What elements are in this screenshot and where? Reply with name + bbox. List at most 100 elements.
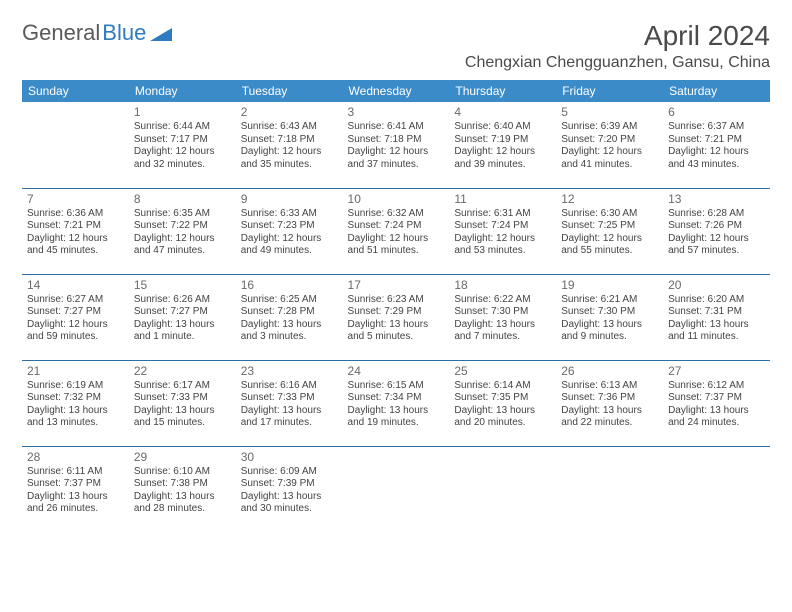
day-info-line: and 26 minutes.: [27, 503, 124, 516]
day-info-line: Sunset: 7:36 PM: [561, 392, 658, 405]
calendar-cell: 3Sunrise: 6:41 AMSunset: 7:18 PMDaylight…: [343, 102, 450, 188]
day-info-line: Sunset: 7:21 PM: [27, 220, 124, 233]
day-number: 26: [561, 364, 658, 379]
day-info-line: Sunset: 7:33 PM: [134, 392, 231, 405]
day-number: 17: [348, 278, 445, 293]
day-info-line: and 7 minutes.: [454, 331, 551, 344]
logo-text-blue: Blue: [102, 20, 146, 46]
calendar-cell: 27Sunrise: 6:12 AMSunset: 7:37 PMDayligh…: [663, 360, 770, 446]
calendar-cell: 13Sunrise: 6:28 AMSunset: 7:26 PMDayligh…: [663, 188, 770, 274]
calendar-cell: 17Sunrise: 6:23 AMSunset: 7:29 PMDayligh…: [343, 274, 450, 360]
calendar-cell: [663, 446, 770, 532]
day-header: Wednesday: [343, 80, 450, 102]
calendar-cell: 19Sunrise: 6:21 AMSunset: 7:30 PMDayligh…: [556, 274, 663, 360]
calendar-cell: 6Sunrise: 6:37 AMSunset: 7:21 PMDaylight…: [663, 102, 770, 188]
day-info-line: Daylight: 12 hours: [27, 233, 124, 246]
day-info-line: Daylight: 13 hours: [27, 405, 124, 418]
day-info-line: Sunset: 7:30 PM: [561, 306, 658, 319]
day-info-line: Daylight: 12 hours: [668, 146, 765, 159]
calendar-cell: [449, 446, 556, 532]
day-info-line: and 5 minutes.: [348, 331, 445, 344]
day-info-line: and 39 minutes.: [454, 159, 551, 172]
day-info-line: and 43 minutes.: [668, 159, 765, 172]
calendar-cell: 2Sunrise: 6:43 AMSunset: 7:18 PMDaylight…: [236, 102, 343, 188]
calendar-cell: 4Sunrise: 6:40 AMSunset: 7:19 PMDaylight…: [449, 102, 556, 188]
calendar-cell: 24Sunrise: 6:15 AMSunset: 7:34 PMDayligh…: [343, 360, 450, 446]
calendar-cell: 10Sunrise: 6:32 AMSunset: 7:24 PMDayligh…: [343, 188, 450, 274]
day-info-line: Sunset: 7:28 PM: [241, 306, 338, 319]
calendar-cell: 1Sunrise: 6:44 AMSunset: 7:17 PMDaylight…: [129, 102, 236, 188]
day-number: 14: [27, 278, 124, 293]
day-info-line: Daylight: 12 hours: [668, 233, 765, 246]
day-info-line: Daylight: 12 hours: [27, 319, 124, 332]
logo-text-general: General: [22, 20, 100, 46]
day-info-line: Sunrise: 6:25 AM: [241, 294, 338, 307]
day-header: Sunday: [22, 80, 129, 102]
day-info-line: Sunrise: 6:20 AM: [668, 294, 765, 307]
day-info-line: Sunrise: 6:40 AM: [454, 121, 551, 134]
calendar-cell: 21Sunrise: 6:19 AMSunset: 7:32 PMDayligh…: [22, 360, 129, 446]
day-info-line: and 41 minutes.: [561, 159, 658, 172]
day-number: 12: [561, 192, 658, 207]
calendar-cell: 26Sunrise: 6:13 AMSunset: 7:36 PMDayligh…: [556, 360, 663, 446]
day-info-line: Daylight: 13 hours: [668, 405, 765, 418]
day-info-line: Sunset: 7:23 PM: [241, 220, 338, 233]
day-info-line: Sunrise: 6:21 AM: [561, 294, 658, 307]
day-info-line: Daylight: 13 hours: [134, 405, 231, 418]
calendar-week-row: 14Sunrise: 6:27 AMSunset: 7:27 PMDayligh…: [22, 274, 770, 360]
day-info-line: Sunset: 7:39 PM: [241, 478, 338, 491]
day-info-line: Sunset: 7:18 PM: [348, 134, 445, 147]
day-number: 27: [668, 364, 765, 379]
day-number: 22: [134, 364, 231, 379]
day-info-line: Sunset: 7:24 PM: [348, 220, 445, 233]
day-info-line: Sunrise: 6:17 AM: [134, 380, 231, 393]
day-number: 29: [134, 450, 231, 465]
day-info-line: Sunset: 7:29 PM: [348, 306, 445, 319]
day-number: 6: [668, 105, 765, 120]
day-info-line: Daylight: 12 hours: [454, 146, 551, 159]
day-info-line: Sunrise: 6:14 AM: [454, 380, 551, 393]
calendar-cell: 20Sunrise: 6:20 AMSunset: 7:31 PMDayligh…: [663, 274, 770, 360]
day-info-line: and 3 minutes.: [241, 331, 338, 344]
day-number: 24: [348, 364, 445, 379]
day-number: 8: [134, 192, 231, 207]
day-info-line: and 1 minute.: [134, 331, 231, 344]
day-info-line: Daylight: 12 hours: [348, 146, 445, 159]
day-info-line: Sunrise: 6:36 AM: [27, 208, 124, 221]
logo: GeneralBlue: [22, 20, 172, 46]
day-info-line: Sunset: 7:33 PM: [241, 392, 338, 405]
day-info-line: Sunrise: 6:12 AM: [668, 380, 765, 393]
calendar-cell: [556, 446, 663, 532]
day-info-line: Daylight: 12 hours: [241, 233, 338, 246]
day-info-line: and 57 minutes.: [668, 245, 765, 258]
day-info-line: Daylight: 13 hours: [348, 319, 445, 332]
day-number: 28: [27, 450, 124, 465]
day-info-line: and 59 minutes.: [27, 331, 124, 344]
day-info-line: Sunrise: 6:16 AM: [241, 380, 338, 393]
calendar-week-row: 7Sunrise: 6:36 AMSunset: 7:21 PMDaylight…: [22, 188, 770, 274]
day-info-line: Sunrise: 6:30 AM: [561, 208, 658, 221]
day-header: Friday: [556, 80, 663, 102]
calendar-cell: [22, 102, 129, 188]
day-info-line: Sunrise: 6:28 AM: [668, 208, 765, 221]
day-number: 7: [27, 192, 124, 207]
month-title: April 2024: [465, 20, 770, 52]
day-info-line: Sunset: 7:19 PM: [454, 134, 551, 147]
day-info-line: Sunrise: 6:13 AM: [561, 380, 658, 393]
day-info-line: Daylight: 13 hours: [561, 405, 658, 418]
day-info-line: Sunset: 7:30 PM: [454, 306, 551, 319]
day-info-line: Daylight: 13 hours: [134, 319, 231, 332]
day-info-line: Daylight: 12 hours: [348, 233, 445, 246]
day-info-line: Sunrise: 6:43 AM: [241, 121, 338, 134]
day-info-line: Daylight: 13 hours: [241, 491, 338, 504]
day-info-line: Sunset: 7:32 PM: [27, 392, 124, 405]
day-info-line: Sunrise: 6:41 AM: [348, 121, 445, 134]
day-info-line: and 53 minutes.: [454, 245, 551, 258]
day-info-line: Sunset: 7:34 PM: [348, 392, 445, 405]
calendar-cell: 30Sunrise: 6:09 AMSunset: 7:39 PMDayligh…: [236, 446, 343, 532]
day-info-line: and 11 minutes.: [668, 331, 765, 344]
day-info-line: Sunrise: 6:33 AM: [241, 208, 338, 221]
day-info-line: Sunset: 7:22 PM: [134, 220, 231, 233]
calendar-cell: 29Sunrise: 6:10 AMSunset: 7:38 PMDayligh…: [129, 446, 236, 532]
day-info-line: Sunset: 7:25 PM: [561, 220, 658, 233]
